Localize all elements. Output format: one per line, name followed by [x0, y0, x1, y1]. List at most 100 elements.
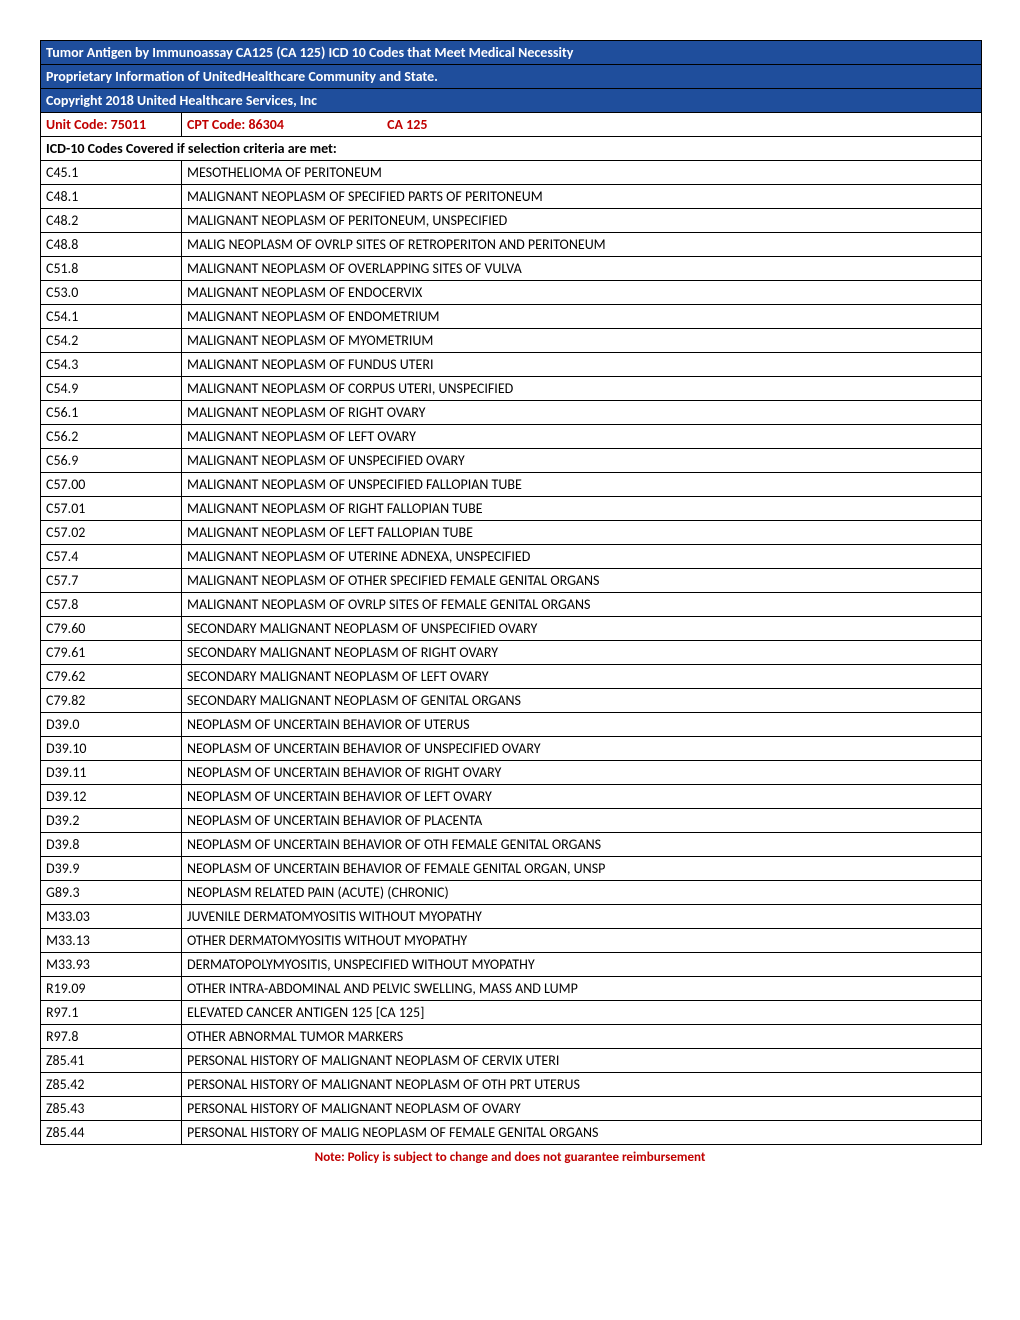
icd-code: C57.00: [41, 473, 182, 496]
icd-description: NEOPLASM OF UNCERTAIN BEHAVIOR OF PLACEN…: [182, 809, 981, 832]
icd-description: MALIGNANT NEOPLASM OF CORPUS UTERI, UNSP…: [182, 377, 981, 400]
icd-description: OTHER DERMATOMYOSITIS WITHOUT MYOPATHY: [182, 929, 981, 952]
icd-code: D39.8: [41, 833, 182, 856]
icd-code: C54.1: [41, 305, 182, 328]
icd-code: M33.93: [41, 953, 182, 976]
table-row: D39.2NEOPLASM OF UNCERTAIN BEHAVIOR OF P…: [41, 809, 981, 833]
icd-description: MALIGNANT NEOPLASM OF ENDOCERVIX: [182, 281, 981, 304]
icd-description: MALIGNANT NEOPLASM OF OTHER SPECIFIED FE…: [182, 569, 981, 592]
table-row: D39.8NEOPLASM OF UNCERTAIN BEHAVIOR OF O…: [41, 833, 981, 857]
icd-description: SECONDARY MALIGNANT NEOPLASM OF LEFT OVA…: [182, 665, 981, 688]
header-line-2: Proprietary Information of UnitedHealthc…: [41, 65, 981, 89]
icd-code: D39.2: [41, 809, 182, 832]
icd-code: R97.1: [41, 1001, 182, 1024]
icd-code: G89.3: [41, 881, 182, 904]
table-row: Z85.41PERSONAL HISTORY OF MALIGNANT NEOP…: [41, 1049, 981, 1073]
icd-code: R97.8: [41, 1025, 182, 1048]
icd-code: C79.82: [41, 689, 182, 712]
table-row: C57.4MALIGNANT NEOPLASM OF UTERINE ADNEX…: [41, 545, 981, 569]
icd-code: C56.1: [41, 401, 182, 424]
table-row: M33.93DERMATOPOLYMYOSITIS, UNSPECIFIED W…: [41, 953, 981, 977]
icd-code: D39.9: [41, 857, 182, 880]
icd-code: C57.7: [41, 569, 182, 592]
table-row: C57.01MALIGNANT NEOPLASM OF RIGHT FALLOP…: [41, 497, 981, 521]
icd-description: PERSONAL HISTORY OF MALIGNANT NEOPLASM O…: [182, 1073, 981, 1096]
table-row: C79.60SECONDARY MALIGNANT NEOPLASM OF UN…: [41, 617, 981, 641]
table-row: R97.1ELEVATED CANCER ANTIGEN 125 [CA 125…: [41, 1001, 981, 1025]
icd-description: MALIGNANT NEOPLASM OF SPECIFIED PARTS OF…: [182, 185, 981, 208]
icd-description: MALIGNANT NEOPLASM OF LEFT FALLOPIAN TUB…: [182, 521, 981, 544]
table-row: C53.0MALIGNANT NEOPLASM OF ENDOCERVIX: [41, 281, 981, 305]
icd-description: MALIGNANT NEOPLASM OF UTERINE ADNEXA, UN…: [182, 545, 981, 568]
icd-code: M33.13: [41, 929, 182, 952]
icd-code: D39.0: [41, 713, 182, 736]
icd-description: PERSONAL HISTORY OF MALIGNANT NEOPLASM O…: [182, 1097, 981, 1120]
icd-code: D39.11: [41, 761, 182, 784]
table-row: M33.03JUVENILE DERMATOMYOSITIS WITHOUT M…: [41, 905, 981, 929]
table-row: D39.12NEOPLASM OF UNCERTAIN BEHAVIOR OF …: [41, 785, 981, 809]
icd-description: MALIGNANT NEOPLASM OF MYOMETRIUM: [182, 329, 981, 352]
table-row: C57.7MALIGNANT NEOPLASM OF OTHER SPECIFI…: [41, 569, 981, 593]
icd-description: MALIG NEOPLASM OF OVRLP SITES OF RETROPE…: [182, 233, 981, 256]
table-row: C51.8MALIGNANT NEOPLASM OF OVERLAPPING S…: [41, 257, 981, 281]
code-identifier-row: Unit Code: 75011 CPT Code: 86304 CA 125: [41, 113, 981, 137]
table-row: C56.2MALIGNANT NEOPLASM OF LEFT OVARY: [41, 425, 981, 449]
table-row: C79.82SECONDARY MALIGNANT NEOPLASM OF GE…: [41, 689, 981, 713]
icd-code: Z85.42: [41, 1073, 182, 1096]
table-row: D39.10NEOPLASM OF UNCERTAIN BEHAVIOR OF …: [41, 737, 981, 761]
table-row: C45.1MESOTHELIOMA OF PERITONEUM: [41, 161, 981, 185]
icd-code: C56.2: [41, 425, 182, 448]
icd-description: MALIGNANT NEOPLASM OF UNSPECIFIED FALLOP…: [182, 473, 981, 496]
icd-description: SECONDARY MALIGNANT NEOPLASM OF UNSPECIF…: [182, 617, 981, 640]
table-row: C54.2MALIGNANT NEOPLASM OF MYOMETRIUM: [41, 329, 981, 353]
icd-description: MALIGNANT NEOPLASM OF ENDOMETRIUM: [182, 305, 981, 328]
icd-code: D39.10: [41, 737, 182, 760]
icd-description: OTHER INTRA-ABDOMINAL AND PELVIC SWELLIN…: [182, 977, 981, 1000]
icd-rows-container: C45.1MESOTHELIOMA OF PERITONEUMC48.1MALI…: [41, 161, 981, 1144]
table-row: R19.09OTHER INTRA-ABDOMINAL AND PELVIC S…: [41, 977, 981, 1001]
ca125-label: CA 125: [387, 116, 427, 133]
icd-code: C45.1: [41, 161, 182, 184]
table-row: Z85.44PERSONAL HISTORY OF MALIG NEOPLASM…: [41, 1121, 981, 1144]
table-row: Z85.42PERSONAL HISTORY OF MALIGNANT NEOP…: [41, 1073, 981, 1097]
icd-code: C57.01: [41, 497, 182, 520]
icd-description: JUVENILE DERMATOMYOSITIS WITHOUT MYOPATH…: [182, 905, 981, 928]
icd-description: MALIGNANT NEOPLASM OF UNSPECIFIED OVARY: [182, 449, 981, 472]
icd-description: MALIGNANT NEOPLASM OF RIGHT OVARY: [182, 401, 981, 424]
icd-description: NEOPLASM OF UNCERTAIN BEHAVIOR OF LEFT O…: [182, 785, 981, 808]
icd-description: MALIGNANT NEOPLASM OF LEFT OVARY: [182, 425, 981, 448]
icd-description: NEOPLASM RELATED PAIN (ACUTE) (CHRONIC): [182, 881, 981, 904]
icd-code: C56.9: [41, 449, 182, 472]
icd-code: C48.2: [41, 209, 182, 232]
icd-code: C57.02: [41, 521, 182, 544]
icd-code: C57.8: [41, 593, 182, 616]
document-container: Tumor Antigen by Immunoassay CA125 (CA 1…: [40, 40, 982, 1145]
icd-description: NEOPLASM OF UNCERTAIN BEHAVIOR OF FEMALE…: [182, 857, 981, 880]
icd-code: C79.61: [41, 641, 182, 664]
icd-code: C57.4: [41, 545, 182, 568]
table-row: C54.1MALIGNANT NEOPLASM OF ENDOMETRIUM: [41, 305, 981, 329]
table-row: C56.9MALIGNANT NEOPLASM OF UNSPECIFIED O…: [41, 449, 981, 473]
icd-description: ELEVATED CANCER ANTIGEN 125 [CA 125]: [182, 1001, 981, 1024]
icd-description: MESOTHELIOMA OF PERITONEUM: [182, 161, 981, 184]
table-row: C48.8MALIG NEOPLASM OF OVRLP SITES OF RE…: [41, 233, 981, 257]
table-row: C57.02MALIGNANT NEOPLASM OF LEFT FALLOPI…: [41, 521, 981, 545]
icd-code: C79.60: [41, 617, 182, 640]
icd-code: Z85.43: [41, 1097, 182, 1120]
icd-description: NEOPLASM OF UNCERTAIN BEHAVIOR OF UNSPEC…: [182, 737, 981, 760]
icd-code: C48.1: [41, 185, 182, 208]
cpt-code-cell: CPT Code: 86304 CA 125: [182, 113, 981, 136]
table-row: C54.3MALIGNANT NEOPLASM OF FUNDUS UTERI: [41, 353, 981, 377]
table-row: C48.1MALIGNANT NEOPLASM OF SPECIFIED PAR…: [41, 185, 981, 209]
icd-description: PERSONAL HISTORY OF MALIGNANT NEOPLASM O…: [182, 1049, 981, 1072]
table-row: Z85.43PERSONAL HISTORY OF MALIGNANT NEOP…: [41, 1097, 981, 1121]
table-row: C54.9MALIGNANT NEOPLASM OF CORPUS UTERI,…: [41, 377, 981, 401]
section-title: ICD-10 Codes Covered if selection criter…: [41, 137, 981, 161]
icd-description: MALIGNANT NEOPLASM OF RIGHT FALLOPIAN TU…: [182, 497, 981, 520]
icd-code: C51.8: [41, 257, 182, 280]
icd-code: Z85.41: [41, 1049, 182, 1072]
icd-code: C54.9: [41, 377, 182, 400]
icd-code: C54.2: [41, 329, 182, 352]
icd-code: R19.09: [41, 977, 182, 1000]
icd-description: NEOPLASM OF UNCERTAIN BEHAVIOR OF RIGHT …: [182, 761, 981, 784]
